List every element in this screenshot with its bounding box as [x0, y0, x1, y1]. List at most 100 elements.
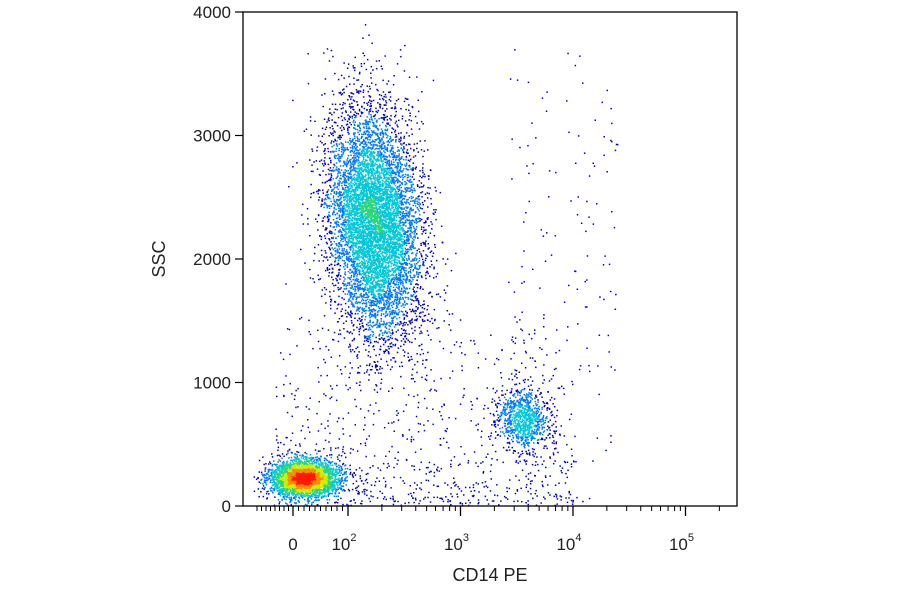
event-dot [274, 489, 276, 491]
event-dot [288, 484, 290, 486]
event-dot [275, 482, 277, 484]
event-dot [306, 467, 308, 469]
event-dot [321, 296, 323, 298]
event-dot [386, 247, 388, 249]
event-dot [302, 476, 304, 478]
event-dot [326, 491, 328, 493]
event-dot [311, 483, 313, 485]
event-dot [290, 460, 292, 462]
event-dot [268, 493, 270, 495]
event-dot [305, 494, 307, 496]
event-dot [409, 288, 411, 290]
event-dot [379, 334, 381, 336]
event-dot [392, 329, 394, 331]
event-dot [281, 499, 283, 501]
event-dot [345, 480, 347, 482]
event-dot [396, 223, 398, 225]
event-dot [447, 310, 449, 312]
event-dot [434, 309, 436, 311]
event-dot [285, 499, 287, 501]
event-dot [314, 472, 316, 474]
event-dot [395, 115, 397, 117]
event-dot [363, 218, 365, 220]
event-dot [277, 467, 279, 469]
event-dot [292, 479, 294, 481]
event-dot [397, 63, 399, 65]
event-dot [406, 260, 408, 262]
event-dot [273, 484, 275, 486]
event-dot [316, 472, 318, 474]
event-dot [303, 457, 305, 459]
event-dot [409, 155, 411, 157]
event-dot [364, 108, 366, 110]
event-dot [336, 155, 338, 157]
event-dot [335, 478, 337, 480]
event-dot [287, 488, 289, 490]
event-dot [299, 445, 301, 447]
event-dot [412, 176, 414, 178]
event-dot [281, 476, 283, 478]
event-dot [329, 185, 331, 187]
event-dot [368, 301, 370, 303]
event-dot [256, 479, 258, 481]
event-dot [337, 456, 339, 458]
event-dot [289, 465, 291, 467]
event-dot [286, 490, 288, 492]
event-dot [344, 117, 346, 119]
event-dot [419, 220, 421, 222]
event-dot [298, 452, 300, 454]
event-dot [361, 63, 363, 65]
event-dot [342, 241, 344, 243]
event-dot [404, 184, 406, 186]
event-dot [289, 492, 291, 494]
event-dot [291, 493, 293, 495]
event-dot [314, 481, 316, 483]
event-dot [327, 479, 329, 481]
event-dot [338, 117, 340, 119]
event-dot [295, 454, 297, 456]
event-dot [339, 148, 341, 150]
event-dot [330, 473, 332, 475]
event-dot [396, 220, 398, 222]
event-dot [297, 479, 299, 481]
event-dot [328, 180, 330, 182]
event-dot [276, 479, 278, 481]
event-dot [334, 463, 336, 465]
event-dot [394, 313, 396, 315]
event-dot [382, 166, 384, 168]
event-dot [301, 481, 303, 483]
event-dot [309, 478, 311, 480]
event-dot [286, 473, 288, 475]
event-dot [375, 367, 377, 369]
event-dot [410, 299, 412, 301]
event-dot [331, 243, 333, 245]
event-dot [308, 460, 310, 462]
event-dot [262, 483, 264, 485]
event-dot [320, 464, 322, 466]
event-dot [352, 299, 354, 301]
event-dot [405, 159, 407, 161]
event-dot [265, 480, 267, 482]
event-dot [285, 486, 287, 488]
event-dot [334, 312, 336, 314]
event-dot [321, 462, 323, 464]
event-dot [268, 476, 270, 478]
event-dot [345, 172, 347, 174]
event-dot [345, 457, 347, 459]
event-dot [329, 473, 331, 475]
event-dot [404, 187, 406, 189]
event-dot [283, 456, 285, 458]
event-dot [340, 498, 342, 500]
event-dot [290, 490, 292, 492]
event-dot [337, 248, 339, 250]
event-dot [337, 487, 339, 489]
event-dot [305, 475, 307, 477]
event-dot [284, 477, 286, 479]
event-dot [280, 483, 282, 485]
event-dot [373, 334, 375, 336]
event-dot [308, 471, 310, 473]
event-dot [293, 462, 295, 464]
event-dot [386, 137, 388, 139]
event-dot [292, 495, 294, 497]
event-dot [322, 485, 324, 487]
